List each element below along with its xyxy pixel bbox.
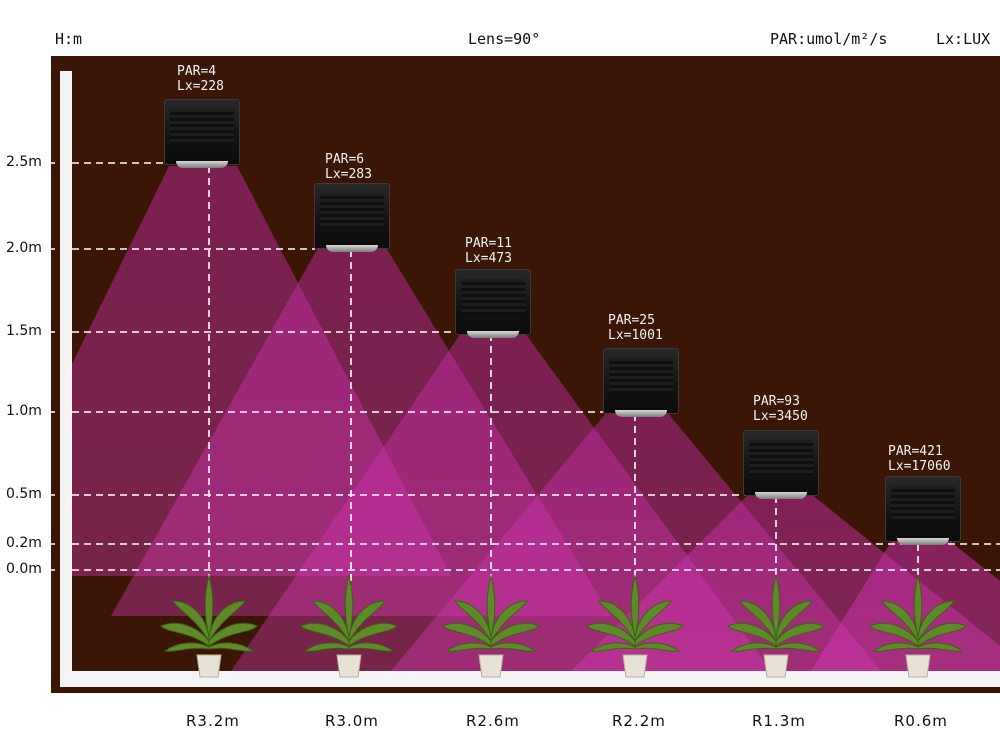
potted-plant-icon (727, 574, 825, 678)
grow-light-fixture-icon (743, 430, 819, 499)
potted-plant-icon (160, 574, 258, 678)
grow-light-fixture-icon (314, 183, 390, 252)
diagram-stage: PAR=4 Lx=228 PAR=6 Lx=283 PAR=11 Lx=473 PAR… (51, 56, 1000, 693)
grow-light-fixture-icon (455, 269, 531, 338)
height-unit-label: H:m (55, 30, 83, 48)
range-label-4: R2.2m (612, 712, 666, 730)
lamp-6-par: PAR=421 (888, 444, 943, 459)
height-label-0-0m: 0.0m (6, 561, 42, 577)
potted-plant-icon (300, 574, 398, 678)
lamp-3-readings: PAR=11 Lx=473 (465, 236, 512, 266)
lens-angle-label: Lens=90° (468, 30, 541, 48)
height-label-2-5m: 2.5m (6, 154, 42, 170)
potted-plant-icon (442, 574, 540, 678)
lamp-2-par: PAR=6 (325, 152, 365, 167)
lamp-6-readings: PAR=421 Lx=17060 (888, 444, 951, 474)
lamp-1-lux: Lx=228 (177, 79, 224, 94)
center-lines (208, 166, 919, 596)
lamp-3-lux: Lx=473 (465, 251, 512, 266)
lux-unit-label: Lx:LUX (936, 30, 991, 48)
height-guides (51, 162, 1000, 571)
range-label-2: R3.0m (325, 712, 379, 730)
lamp-2-lux: Lx=283 (325, 167, 372, 182)
grow-light-fixture-icon (164, 99, 240, 168)
lamp-6-lux: Lx=17060 (888, 459, 951, 474)
lamp-1-par: PAR=4 (177, 64, 217, 79)
lamp-5-lux: Lx=3450 (753, 409, 808, 424)
grow-light-fixture-icon (603, 348, 679, 417)
lamp-5-readings: PAR=93 Lx=3450 (753, 394, 808, 424)
range-label-3: R2.6m (466, 712, 520, 730)
beam-cone-6 (811, 542, 1000, 671)
vertical-axis-bar (60, 71, 72, 687)
lamp-4-readings: PAR=25 Lx=1001 (608, 313, 663, 343)
potted-plant-icon (869, 574, 967, 678)
par-unit-label: PAR:umol/m²/s (770, 30, 888, 48)
ground-axis-bar (60, 671, 1000, 687)
range-label-6: R0.6m (894, 712, 948, 730)
lamp-3-par: PAR=11 (465, 236, 512, 251)
grow-light-fixture-icon (885, 476, 961, 545)
height-label-0-2m: 0.2m (6, 535, 42, 551)
range-label-5: R1.3m (752, 712, 806, 730)
height-label-0-5m: 0.5m (6, 486, 42, 502)
range-label-1: R3.2m (186, 712, 240, 730)
potted-plant-icon (586, 574, 684, 678)
lamp-1-readings: PAR=4 Lx=228 (177, 64, 224, 94)
lamp-2-readings: PAR=6 Lx=283 (325, 152, 372, 182)
height-label-2-0m: 2.0m (6, 240, 42, 256)
height-label-1-5m: 1.5m (6, 323, 42, 339)
lamp-4-lux: Lx=1001 (608, 328, 663, 343)
lamp-5-par: PAR=93 (753, 394, 800, 409)
lamp-4-par: PAR=25 (608, 313, 655, 328)
height-label-1-0m: 1.0m (6, 403, 42, 419)
